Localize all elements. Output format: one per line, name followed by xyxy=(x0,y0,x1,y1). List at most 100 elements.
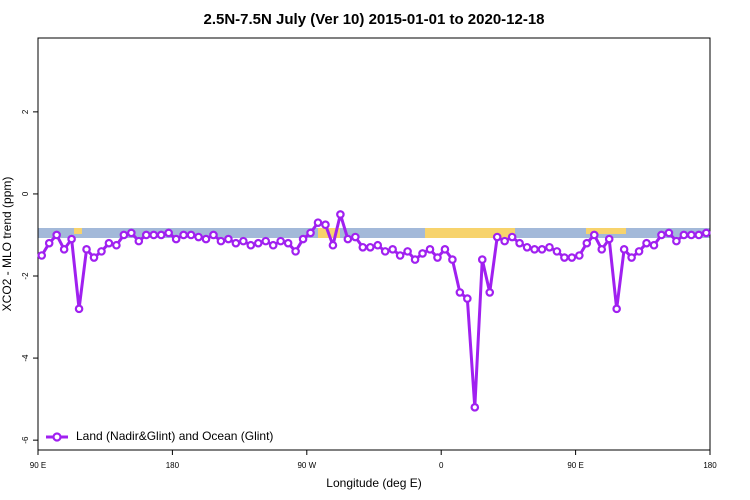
data-point xyxy=(440,245,450,254)
data-point xyxy=(455,288,465,297)
data-point xyxy=(649,240,659,250)
y-tick-label: 2 xyxy=(21,109,30,114)
data-point xyxy=(552,247,562,256)
data-point xyxy=(515,238,524,248)
data-point xyxy=(186,230,196,240)
data-point xyxy=(231,238,241,248)
data-point xyxy=(291,247,300,256)
data-point xyxy=(82,245,91,254)
data-point xyxy=(336,210,345,219)
data-point xyxy=(388,245,397,254)
legend-entry: Land (Nadir&Glint) and Ocean (Glint) xyxy=(46,429,273,443)
data-point xyxy=(127,228,136,238)
x-tick-label: 90 E xyxy=(567,461,583,470)
data-point xyxy=(119,230,129,240)
data-point xyxy=(701,228,711,238)
data-point xyxy=(104,238,114,248)
data-point xyxy=(216,236,226,246)
data-point xyxy=(380,247,390,256)
y-tick-label: -4 xyxy=(21,354,30,362)
data-point xyxy=(619,245,629,254)
data-point xyxy=(507,232,517,242)
data-point xyxy=(582,238,592,248)
data-point xyxy=(545,242,554,252)
plot-frame xyxy=(37,37,711,451)
x-tick-label: 90 W xyxy=(297,461,316,470)
data-point xyxy=(67,234,76,244)
data-point xyxy=(410,255,420,264)
data-point xyxy=(604,234,614,244)
data-point xyxy=(395,251,405,260)
data-point xyxy=(239,236,248,246)
chart-title: 2.5N-7.5N July (Ver 10) 2015-01-01 to 20… xyxy=(203,11,544,28)
data-point xyxy=(52,230,61,240)
data-point xyxy=(164,228,173,238)
data-point xyxy=(365,242,375,252)
data-point xyxy=(530,245,539,254)
data-point xyxy=(179,230,188,240)
data-point xyxy=(687,230,696,240)
data-point xyxy=(59,245,69,254)
y-axis-label: XCO2 - MLO trend (ppm) xyxy=(0,177,14,312)
land-patch xyxy=(425,228,515,238)
data-point xyxy=(141,230,151,240)
data-point xyxy=(679,230,689,240)
data-point xyxy=(134,236,144,246)
data-point xyxy=(627,253,636,262)
data-point xyxy=(433,253,442,262)
data-point xyxy=(253,238,263,248)
data-point xyxy=(246,240,256,250)
data-point xyxy=(597,245,607,254)
data-point xyxy=(672,236,681,246)
data-point xyxy=(403,247,412,256)
data-point xyxy=(97,247,106,256)
data-point xyxy=(276,236,285,246)
data-point xyxy=(306,228,315,238)
data-point xyxy=(298,234,308,244)
data-point xyxy=(463,294,472,303)
data-point xyxy=(418,249,427,258)
data-point xyxy=(156,230,166,240)
land-patch xyxy=(74,228,82,234)
data-point xyxy=(171,234,181,244)
x-tick-label: 180 xyxy=(166,461,180,470)
data-point xyxy=(477,255,487,264)
data-point xyxy=(283,238,293,248)
data-point xyxy=(612,304,621,314)
data-point xyxy=(74,304,84,314)
legend-swatch-point xyxy=(52,432,62,442)
data-point xyxy=(149,230,159,240)
data-point xyxy=(44,238,54,248)
data-point xyxy=(664,228,674,238)
data-point xyxy=(560,253,569,262)
data-point xyxy=(492,232,502,242)
data-point xyxy=(694,230,704,240)
y-tick-label: -6 xyxy=(21,436,30,444)
data-point xyxy=(209,230,218,240)
data-point xyxy=(89,253,99,262)
legend-label: Land (Nadir&Glint) and Ocean (Glint) xyxy=(76,429,273,443)
y-tick-label: 0 xyxy=(21,191,30,196)
data-point xyxy=(634,247,644,256)
x-axis-label: Longitude (deg E) xyxy=(326,476,421,490)
data-point xyxy=(537,245,547,254)
data-point xyxy=(261,236,271,246)
data-point xyxy=(500,236,509,246)
data-point xyxy=(657,230,666,240)
data-point xyxy=(575,251,584,260)
data-point xyxy=(321,220,330,230)
data-point xyxy=(37,251,47,260)
x-tick-label: 90 E xyxy=(30,461,46,470)
data-point xyxy=(112,240,121,250)
data-point xyxy=(351,232,360,242)
ocean-band xyxy=(38,228,710,238)
data-point xyxy=(268,240,278,250)
data-point xyxy=(642,238,651,248)
data-point xyxy=(194,232,203,242)
data-point xyxy=(343,234,353,244)
data-point xyxy=(224,234,233,244)
data-point xyxy=(358,242,368,252)
y-tick-label: -2 xyxy=(21,272,30,280)
data-point xyxy=(522,242,532,252)
